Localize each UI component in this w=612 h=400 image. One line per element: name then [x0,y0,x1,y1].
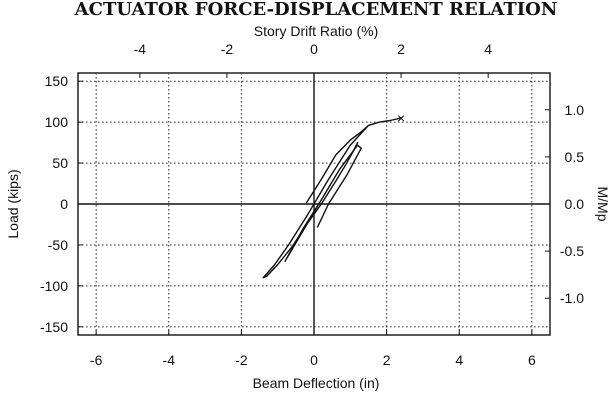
y-axis-label: Load (kips) [5,169,21,238]
hysteresis-curve-1 [284,144,362,262]
y-tick-label: 100 [45,114,69,130]
y2-tick-label: -1.0 [560,290,584,306]
x-tick-label: 2 [383,352,391,368]
x-tick-label: -2 [235,352,248,368]
ticks: -6 -4 -2 0 2 4 6 -4 -2 0 2 4 -150 -100 -50 0 50 100 150 1.0… [40,41,584,368]
y-tick-label: 50 [52,155,68,171]
hysteresis-curve-2 [306,117,402,204]
y2-tick-label: 0.0 [565,196,585,212]
endpoint-marker: × [397,110,405,126]
x-tick-label: 4 [455,352,463,368]
y-tick-label: -150 [40,319,68,335]
x2-tick-label: 0 [310,41,318,57]
annotations: × [397,110,405,126]
hysteresis-curve-3 [262,124,370,279]
x-tick-label: -6 [90,352,103,368]
y-tick-label: -100 [40,278,68,294]
x-tick-label: -4 [163,352,176,368]
x-tick-label: 6 [528,352,536,368]
x-axis-label: Beam Deflection (in) [253,375,380,391]
right-axis-label: M/Mp [595,187,611,222]
chart-title: ACTUATOR FORCE-DISPLACEMENT RELATION [74,0,558,20]
y-tick-label: -50 [48,237,68,253]
top-axis-label: Story Drift Ratio (%) [254,23,378,39]
series [262,117,402,279]
x2-tick-label: -2 [221,41,234,57]
x-tick-label: 0 [310,352,318,368]
y-tick-label: 150 [45,73,69,89]
y2-tick-label: -0.5 [560,243,584,259]
y2-tick-label: 1.0 [565,102,585,118]
x2-tick-label: 4 [484,41,492,57]
x2-tick-label: -4 [134,41,147,57]
x2-tick-label: 2 [397,41,405,57]
y-tick-label: 0 [60,196,68,212]
y2-tick-label: 0.5 [565,149,585,165]
